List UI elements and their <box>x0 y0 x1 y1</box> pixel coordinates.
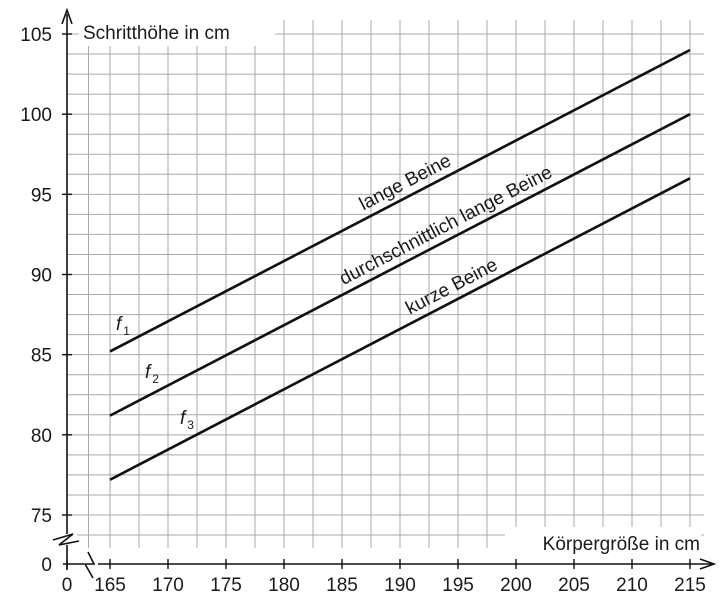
x-tick-label: 165 <box>94 575 126 596</box>
y-tick-label: 80 <box>31 426 52 447</box>
series-label-3: kurze Beine <box>402 254 501 319</box>
function-symbol: f <box>145 362 152 383</box>
x-tick-label: 210 <box>616 575 648 596</box>
x-tick-label: 175 <box>210 575 242 596</box>
y-tick-label: 85 <box>31 346 52 367</box>
series-line-3 <box>109 177 691 481</box>
y-tick-label: 105 <box>20 25 52 46</box>
axes <box>52 7 717 579</box>
x-tick-label: 190 <box>384 575 416 596</box>
x-axis-break <box>83 551 96 579</box>
x-tick-label: 0 <box>62 575 73 596</box>
y-axis-break <box>52 533 80 546</box>
y-axis-arrow <box>61 7 73 25</box>
grid <box>67 20 704 548</box>
function-subscript: 1 <box>123 324 130 338</box>
function-symbol: f <box>116 314 123 335</box>
y-tick-label: 100 <box>20 105 52 126</box>
x-axis-arrow <box>699 558 717 570</box>
y-axis-title: Schritthöhe in cm <box>83 23 230 44</box>
x-tick-label: 200 <box>500 575 532 596</box>
x-tick-label: 170 <box>152 575 184 596</box>
x-tick-label: 195 <box>442 575 474 596</box>
function-subscript: 2 <box>152 372 159 386</box>
y-tick-label: 0 <box>41 555 52 576</box>
series-line-1 <box>109 48 691 353</box>
series-label-2: durchschnittlich lange Beine <box>336 162 556 290</box>
series-lines <box>109 48 691 481</box>
x-axis-title: Körpergröße in cm <box>543 534 700 555</box>
x-tick-label: 205 <box>558 575 590 596</box>
y-axis-title-background <box>79 16 275 46</box>
function-symbol: f <box>180 408 187 429</box>
y-tick-label: 75 <box>31 506 52 527</box>
function-subscript: 3 <box>187 418 194 432</box>
x-axis-title-background <box>505 527 701 557</box>
y-tick-label: 90 <box>31 266 52 287</box>
series-line-2 <box>109 113 691 417</box>
y-tick-label: 95 <box>31 185 52 206</box>
x-tick-label: 180 <box>268 575 300 596</box>
x-tick-label: 215 <box>674 575 706 596</box>
x-tick-label: 185 <box>326 575 358 596</box>
